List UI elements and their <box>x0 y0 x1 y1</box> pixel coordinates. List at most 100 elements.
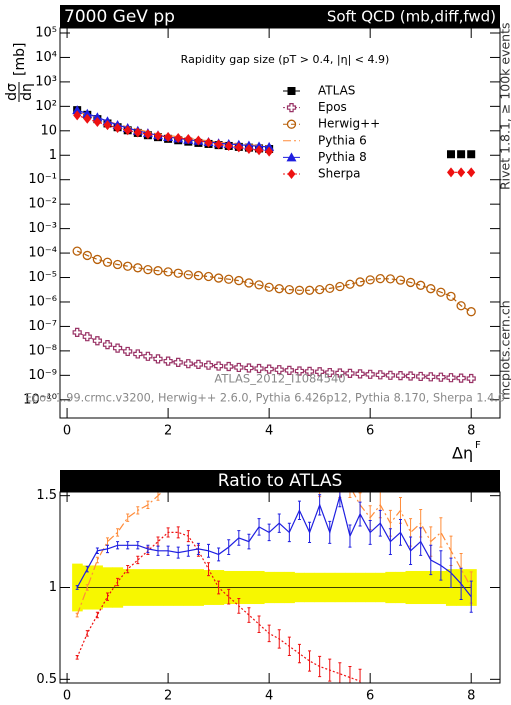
error-bar <box>258 451 261 468</box>
error-bar <box>429 544 433 576</box>
site-text: mcplots.cern.ch <box>498 300 511 400</box>
marker <box>274 284 284 294</box>
marker <box>153 266 163 276</box>
y-tick-label: 10⁴ <box>35 50 57 65</box>
error-bar <box>247 607 251 623</box>
x-axis-label-sup: F <box>475 440 481 451</box>
x-tick-label: 0 <box>63 689 71 704</box>
error-bar <box>217 580 221 595</box>
marker <box>286 103 297 113</box>
error-bar <box>247 533 251 550</box>
marker <box>153 354 163 364</box>
legend-label: Pythia 6 <box>318 133 367 147</box>
error-bar <box>146 544 150 554</box>
marker <box>254 280 264 290</box>
error-bar <box>217 443 220 456</box>
error-bar <box>126 564 130 574</box>
x-tick-label: 8 <box>467 424 475 439</box>
marker <box>335 281 345 292</box>
marker <box>164 131 173 142</box>
y-axis-label: dσ dη [mb] <box>4 43 35 102</box>
marker <box>203 271 214 282</box>
marker <box>103 120 112 131</box>
x-tick-label: 6 <box>366 689 374 704</box>
error-bar <box>186 544 190 557</box>
y-tick-label: 10⁻² <box>28 197 57 212</box>
error-bar <box>257 615 261 633</box>
marker <box>385 370 395 380</box>
y-tick-label: 10⁻⁶ <box>28 294 57 309</box>
marker <box>304 366 315 376</box>
marker <box>416 280 426 290</box>
error-bar <box>136 541 140 550</box>
marker <box>264 364 274 374</box>
y-tick-label: 1.5 <box>36 488 57 503</box>
y-tick-label: 10⁻⁸ <box>28 343 57 358</box>
marker <box>255 145 264 156</box>
y-tick-label: 10⁵ <box>35 25 57 40</box>
marker <box>82 332 92 342</box>
error-bar <box>358 668 362 683</box>
marker <box>446 167 455 178</box>
marker <box>143 264 153 275</box>
marker <box>294 285 305 295</box>
y-label-den: dη <box>19 83 35 101</box>
marker <box>102 340 113 350</box>
marker <box>456 373 466 383</box>
error-bar <box>398 519 402 546</box>
error-bar <box>85 565 89 573</box>
marker <box>113 123 122 134</box>
marker <box>163 356 173 366</box>
marker <box>287 87 296 95</box>
marker <box>154 130 163 141</box>
legend-label: Epos <box>318 100 347 114</box>
marker <box>174 132 183 143</box>
series-line <box>77 111 270 147</box>
marker <box>183 359 193 369</box>
error-bar <box>166 545 170 556</box>
marker <box>325 283 335 294</box>
marker <box>112 343 123 353</box>
error-bar <box>207 562 211 577</box>
error-bar <box>267 624 271 643</box>
series-line <box>76 109 270 148</box>
error-bar <box>348 524 352 548</box>
marker <box>203 360 214 370</box>
error-bar <box>318 494 322 516</box>
marker <box>224 361 234 372</box>
marker <box>446 150 455 159</box>
ratio-title: Ratio to ATLAS <box>218 471 343 491</box>
marker <box>355 277 365 287</box>
marker <box>315 284 325 295</box>
error-bar <box>328 520 332 544</box>
side-text: Rivet 1.8.1, ≥ 100k events <box>498 22 511 190</box>
y-tick-label: 10⁻¹ <box>28 172 57 187</box>
error-bar <box>338 662 342 683</box>
marker <box>436 287 446 297</box>
error-bar <box>116 541 120 550</box>
marker <box>193 359 204 370</box>
marker <box>173 357 183 367</box>
marker <box>426 284 436 294</box>
annotation: Rapidity gap size (pT > 0.4, |η| < 4.9) <box>181 53 390 66</box>
error-bar <box>237 598 241 614</box>
error-bar <box>75 612 79 618</box>
error-bar <box>146 500 150 510</box>
marker <box>345 279 355 289</box>
marker <box>102 257 113 267</box>
marker <box>287 169 296 179</box>
marker <box>183 270 193 280</box>
analysis-text: ATLAS_2012_I1084540 <box>214 372 345 386</box>
error-bar <box>297 500 301 521</box>
error-bar <box>257 518 261 536</box>
marker <box>335 368 345 378</box>
x-tick-label: 0 <box>63 424 71 439</box>
y-tick-label: 10² <box>35 99 57 114</box>
ratio-title-bar <box>60 470 500 492</box>
marker <box>193 270 204 281</box>
chart-title: 7000 GeV pp <box>64 7 175 27</box>
chart-subtitle: Soft QCD (mb,diff,fwd) <box>327 8 496 26</box>
marker <box>93 116 102 127</box>
x-tick-label: 2 <box>164 424 172 439</box>
error-bar <box>308 521 312 544</box>
